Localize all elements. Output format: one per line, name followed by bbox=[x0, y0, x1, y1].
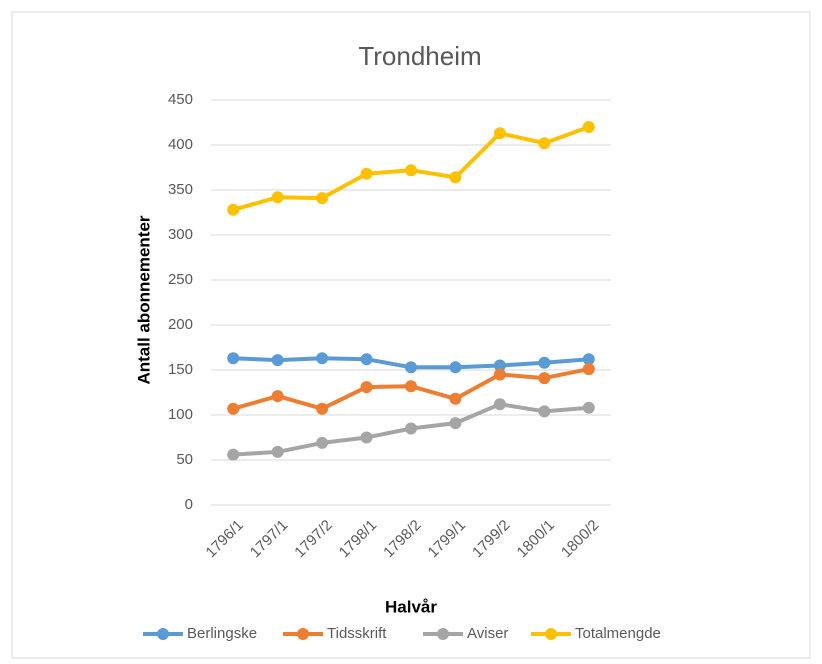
legend-label: Tidsskrift bbox=[327, 625, 387, 642]
chart-frame bbox=[11, 11, 811, 659]
legend-marker bbox=[297, 628, 309, 640]
data-point bbox=[582, 363, 595, 376]
legend-marker bbox=[437, 628, 449, 640]
data-point bbox=[538, 372, 551, 385]
legend-marker bbox=[157, 628, 169, 640]
data-point bbox=[316, 436, 329, 449]
data-point bbox=[582, 353, 595, 366]
legend-label: Aviser bbox=[467, 625, 508, 642]
data-point bbox=[449, 417, 462, 430]
data-point bbox=[493, 359, 506, 372]
data-point bbox=[271, 354, 284, 367]
data-point bbox=[538, 356, 551, 369]
y-tick-label: 0 bbox=[185, 496, 193, 513]
data-point bbox=[449, 171, 462, 184]
data-point bbox=[493, 127, 506, 140]
data-point bbox=[360, 431, 373, 444]
y-tick-label: 450 bbox=[168, 91, 193, 108]
data-point bbox=[405, 361, 417, 374]
chart-title: Trondheim bbox=[358, 41, 481, 71]
legend-marker bbox=[545, 628, 557, 640]
data-point bbox=[405, 422, 417, 435]
data-point bbox=[271, 390, 284, 403]
x-axis-label: Halvår bbox=[385, 597, 437, 616]
y-axis-label: Antall abonnementer bbox=[134, 215, 153, 384]
data-point bbox=[316, 402, 329, 415]
legend-label: Berlingske bbox=[187, 625, 257, 642]
y-tick-label: 400 bbox=[168, 136, 193, 153]
data-point bbox=[405, 164, 417, 177]
data-point bbox=[271, 445, 284, 458]
data-point bbox=[316, 192, 329, 205]
data-point bbox=[538, 405, 551, 418]
y-tick-label: 150 bbox=[168, 361, 193, 378]
y-tick-label: 350 bbox=[168, 181, 193, 198]
data-point bbox=[538, 137, 551, 150]
y-tick-label: 250 bbox=[168, 271, 193, 288]
data-point bbox=[360, 353, 373, 366]
data-point bbox=[493, 368, 506, 381]
data-point bbox=[227, 402, 240, 415]
data-point bbox=[449, 361, 462, 374]
data-point bbox=[227, 203, 240, 216]
data-point bbox=[271, 191, 284, 204]
y-tick-label: 300 bbox=[168, 226, 193, 243]
data-point bbox=[360, 167, 373, 180]
data-point bbox=[405, 380, 417, 393]
y-tick-label: 100 bbox=[168, 406, 193, 423]
data-point bbox=[227, 448, 240, 461]
data-point bbox=[227, 352, 240, 365]
legend-label: Totalmengde bbox=[575, 625, 661, 642]
data-point bbox=[582, 121, 595, 133]
y-tick-label: 50 bbox=[176, 451, 193, 468]
data-point bbox=[493, 398, 506, 411]
y-tick-label: 200 bbox=[168, 316, 193, 333]
data-point bbox=[316, 352, 329, 365]
data-point bbox=[582, 401, 595, 414]
data-point bbox=[360, 381, 373, 394]
data-point bbox=[449, 392, 462, 405]
